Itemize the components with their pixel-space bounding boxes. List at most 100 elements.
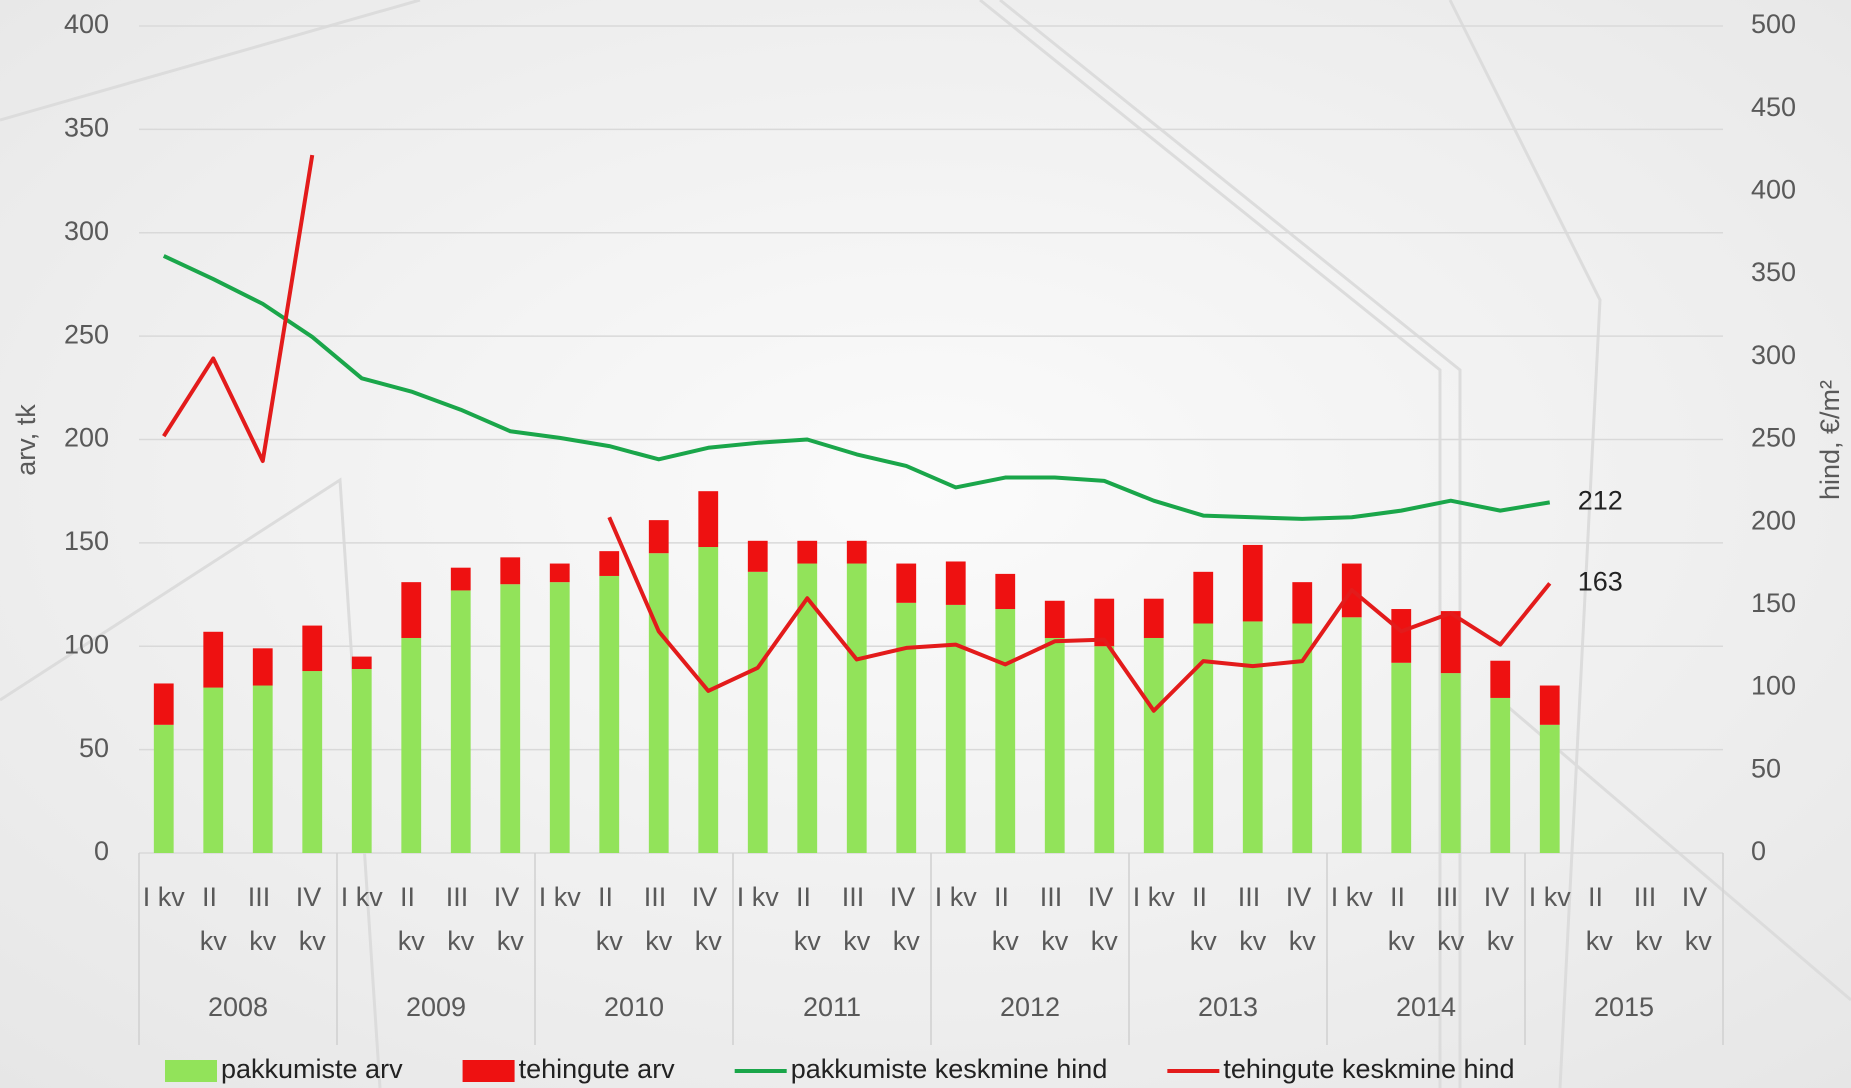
bar: [896, 602, 917, 853]
bar: [401, 637, 422, 853]
bar: [1539, 685, 1560, 725]
bar: [1391, 609, 1412, 663]
x-tick-label: IV kv: [296, 882, 329, 956]
bar: [1242, 544, 1263, 622]
bar: [1391, 662, 1412, 853]
legend-label: pakkumiste arv: [221, 1054, 403, 1084]
bar: [203, 687, 224, 853]
y-tick-label: 250: [64, 319, 109, 349]
y2-tick-label: 450: [1751, 92, 1796, 122]
bar: [203, 631, 224, 688]
bar: [153, 724, 174, 853]
group-label: 2015: [1594, 992, 1654, 1022]
y2-tick-label: 250: [1751, 423, 1796, 453]
bar: [1440, 673, 1461, 853]
bar: [351, 656, 372, 669]
group-label: 2012: [1000, 992, 1060, 1022]
x-tick-label: I kv: [935, 882, 978, 912]
x-tick-label: IV kv: [1682, 882, 1715, 956]
bar: [500, 557, 521, 585]
bar: [1143, 637, 1164, 853]
bar: [401, 582, 422, 638]
y-axis-label: arv, tk: [11, 404, 41, 476]
bar: [1044, 637, 1065, 853]
bar: [1292, 582, 1313, 624]
y2-tick-label: 0: [1751, 836, 1766, 866]
x-tick-label: III kv: [1436, 882, 1466, 956]
bar: [1094, 598, 1115, 647]
x-tick-label: I kv: [1331, 882, 1374, 912]
legend-swatch: [165, 1060, 217, 1082]
x-tick-label: III kv: [1040, 882, 1070, 956]
x-tick-label: IV kv: [494, 882, 527, 956]
bar: [945, 561, 966, 605]
bar: [351, 668, 372, 853]
data-label: 163: [1578, 567, 1623, 597]
y-tick-label: 350: [64, 113, 109, 143]
x-tick-label: III kv: [1634, 882, 1664, 956]
line-series: [162, 154, 1552, 713]
x-tick-label: III kv: [842, 882, 872, 956]
bar: [995, 609, 1016, 853]
x-tick-label: IV kv: [890, 882, 923, 956]
bar: [945, 604, 966, 853]
group-label: 2014: [1396, 992, 1456, 1022]
bar: [549, 582, 570, 853]
bar: [1490, 697, 1511, 853]
bar: [1242, 621, 1263, 853]
bar: [302, 625, 323, 672]
x-tick-label: II kv: [596, 882, 624, 956]
x-tick-label: II kv: [1586, 882, 1614, 956]
y-tick-label: 200: [64, 423, 109, 453]
bar: [747, 571, 768, 853]
x-tick-label: I kv: [143, 882, 186, 912]
bar: [450, 590, 471, 853]
x-tick-label: II kv: [1388, 882, 1416, 956]
bar: [1193, 571, 1214, 624]
bar: [648, 520, 669, 554]
y-tick-label: 400: [64, 9, 109, 39]
y-tick-label: 300: [64, 216, 109, 246]
y2-axis-label: hind, €/m²: [1815, 380, 1845, 500]
group-label: 2008: [208, 992, 268, 1022]
bar: [846, 540, 867, 564]
y2-tick-label: 150: [1751, 588, 1796, 618]
group-label: 2009: [406, 992, 466, 1022]
x-tick-label: I kv: [1133, 882, 1176, 912]
x-tick-label: II kv: [794, 882, 822, 956]
x-tick-label: II kv: [992, 882, 1020, 956]
x-tick-label: IV kv: [1088, 882, 1121, 956]
bar: [1094, 646, 1115, 853]
y2-tick-label: 400: [1751, 175, 1796, 205]
bar: [1193, 623, 1214, 853]
bar: [698, 491, 719, 548]
bar: [995, 573, 1016, 610]
x-tick-label: I kv: [341, 882, 384, 912]
y-tick-label: 100: [64, 629, 109, 659]
x-tick-label: IV kv: [1286, 882, 1319, 956]
bar: [896, 563, 917, 603]
bar: [302, 671, 323, 853]
x-tick-label: II kv: [200, 882, 228, 956]
data-label: 212: [1578, 485, 1623, 515]
bar: [648, 553, 669, 853]
legend-label: tehingute keskmine hind: [1223, 1054, 1514, 1084]
bar: [797, 540, 818, 564]
bar: [747, 540, 768, 572]
x-tick-label: III kv: [1238, 882, 1268, 956]
y2-tick-label: 300: [1751, 340, 1796, 370]
bar: [153, 683, 174, 725]
group-label: 2011: [803, 992, 861, 1022]
x-tick-label: I kv: [1529, 882, 1572, 912]
bar: [599, 551, 620, 576]
x-tick-label: II kv: [398, 882, 426, 956]
y-tick-label: 150: [64, 526, 109, 556]
x-tick-label: III kv: [446, 882, 476, 956]
x-tick-label: IV kv: [692, 882, 725, 956]
x-tick-label: II kv: [1190, 882, 1218, 956]
y2-tick-label: 50: [1751, 753, 1781, 783]
bar: [1143, 598, 1164, 638]
y-tick-label: 0: [94, 836, 109, 866]
